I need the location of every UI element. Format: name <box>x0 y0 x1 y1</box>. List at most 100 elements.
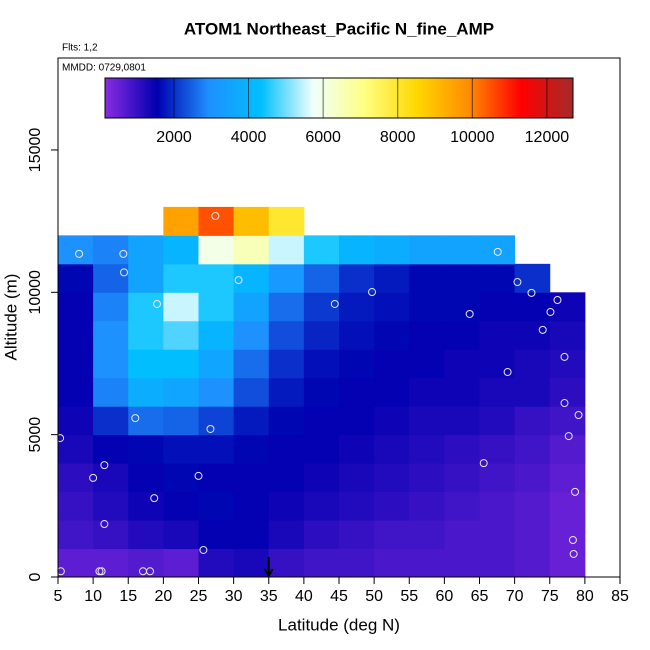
x-tick-label: 55 <box>400 588 418 605</box>
heat-cell <box>303 520 340 550</box>
heat-cell <box>58 320 94 350</box>
heat-cell <box>409 320 445 350</box>
heat-cell <box>479 406 516 436</box>
observation-point <box>89 473 98 482</box>
heat-cell <box>339 548 375 578</box>
observation-point <box>330 299 339 308</box>
heat-cell <box>163 434 199 464</box>
x-tick-label: 40 <box>295 588 313 605</box>
colorbar <box>104 77 574 119</box>
colorbar-tick-label: 8000 <box>380 129 416 146</box>
observation-point <box>150 494 159 503</box>
heat-cell <box>163 235 199 265</box>
heat-cell <box>198 406 235 436</box>
heat-cell <box>409 520 445 550</box>
heat-cell <box>409 406 445 436</box>
heat-cell <box>409 263 445 293</box>
y-tick-label: 10000 <box>27 270 44 315</box>
heat-cell <box>58 263 94 293</box>
heat-cell <box>444 520 480 550</box>
heat-cell <box>268 434 305 464</box>
heat-cell <box>374 406 410 436</box>
heat-cell <box>128 491 164 521</box>
heat-cell <box>163 263 199 293</box>
heat-cell <box>479 377 516 407</box>
heat-cell <box>409 491 445 521</box>
heat-cell <box>163 491 199 521</box>
heat-cell <box>58 491 94 521</box>
heat-cell <box>128 463 164 493</box>
x-tick-label: 45 <box>330 588 348 605</box>
observation-point <box>493 247 502 256</box>
heat-cell <box>479 463 516 493</box>
heat-cell <box>303 463 340 493</box>
heat-cell <box>303 406 340 436</box>
heat-cell <box>303 349 340 379</box>
x-tick-label: 15 <box>119 588 137 605</box>
heat-cell <box>128 406 164 436</box>
observation-point <box>56 567 65 576</box>
heat-cell <box>93 434 129 464</box>
heat-cell <box>58 520 94 550</box>
heat-cell <box>163 206 199 236</box>
heat-cell <box>303 320 340 350</box>
heat-cell <box>303 548 340 578</box>
observation-point <box>560 352 569 361</box>
heat-cell <box>374 491 410 521</box>
heat-cell <box>303 434 340 464</box>
heat-cell <box>93 406 129 436</box>
heat-cell <box>374 292 410 322</box>
heat-cell <box>233 235 270 265</box>
heat-cell <box>479 520 516 550</box>
heat-cell <box>374 434 410 464</box>
heat-cell <box>444 548 480 578</box>
y-tick-label: 5000 <box>27 417 44 453</box>
observation-point <box>75 249 84 258</box>
heat-cell <box>198 320 235 350</box>
heat-cell <box>514 520 551 550</box>
heat-cell <box>233 491 270 521</box>
heat-cell <box>549 320 586 350</box>
heat-cell <box>58 406 94 436</box>
heat-cell <box>409 463 445 493</box>
heat-cell <box>514 463 551 493</box>
heat-cell <box>93 377 129 407</box>
y-tick-label: 15000 <box>27 128 44 173</box>
heat-cell <box>339 406 375 436</box>
observation-point <box>568 535 577 544</box>
observation-point <box>569 549 578 558</box>
y-axis-label: Altitude (m) <box>1 274 20 361</box>
heat-cell <box>374 548 410 578</box>
heat-cell <box>233 349 270 379</box>
heat-cell <box>339 292 375 322</box>
heat-cell <box>128 377 164 407</box>
dates-label: MMDD: 0729,0801 <box>62 63 146 74</box>
heat-cell <box>374 377 410 407</box>
observation-point <box>234 276 243 285</box>
colorbar-tick-label: 12000 <box>525 129 570 146</box>
heat-cell <box>549 406 586 436</box>
observation-point <box>206 424 215 433</box>
heat-cell <box>268 377 305 407</box>
heat-cell <box>409 548 445 578</box>
heat-cell <box>128 349 164 379</box>
heat-cell <box>233 320 270 350</box>
observation-point <box>513 278 522 287</box>
observation-point <box>100 461 109 470</box>
observation-point <box>120 268 129 277</box>
heat-cell <box>198 206 235 236</box>
colorbar-tick-label: 4000 <box>231 129 267 146</box>
heat-cell <box>444 434 480 464</box>
heat-cell <box>233 463 270 493</box>
x-tick-label: 80 <box>576 588 594 605</box>
heat-cell <box>374 463 410 493</box>
heat-cell <box>479 491 516 521</box>
x-axis-label: Latitude (deg N) <box>278 615 400 634</box>
x-tick-label: 65 <box>471 588 489 605</box>
heat-cell <box>479 292 516 322</box>
heat-cell <box>339 263 375 293</box>
observation-point <box>97 567 106 576</box>
heat-cell <box>374 263 410 293</box>
heat-cell <box>374 520 410 550</box>
